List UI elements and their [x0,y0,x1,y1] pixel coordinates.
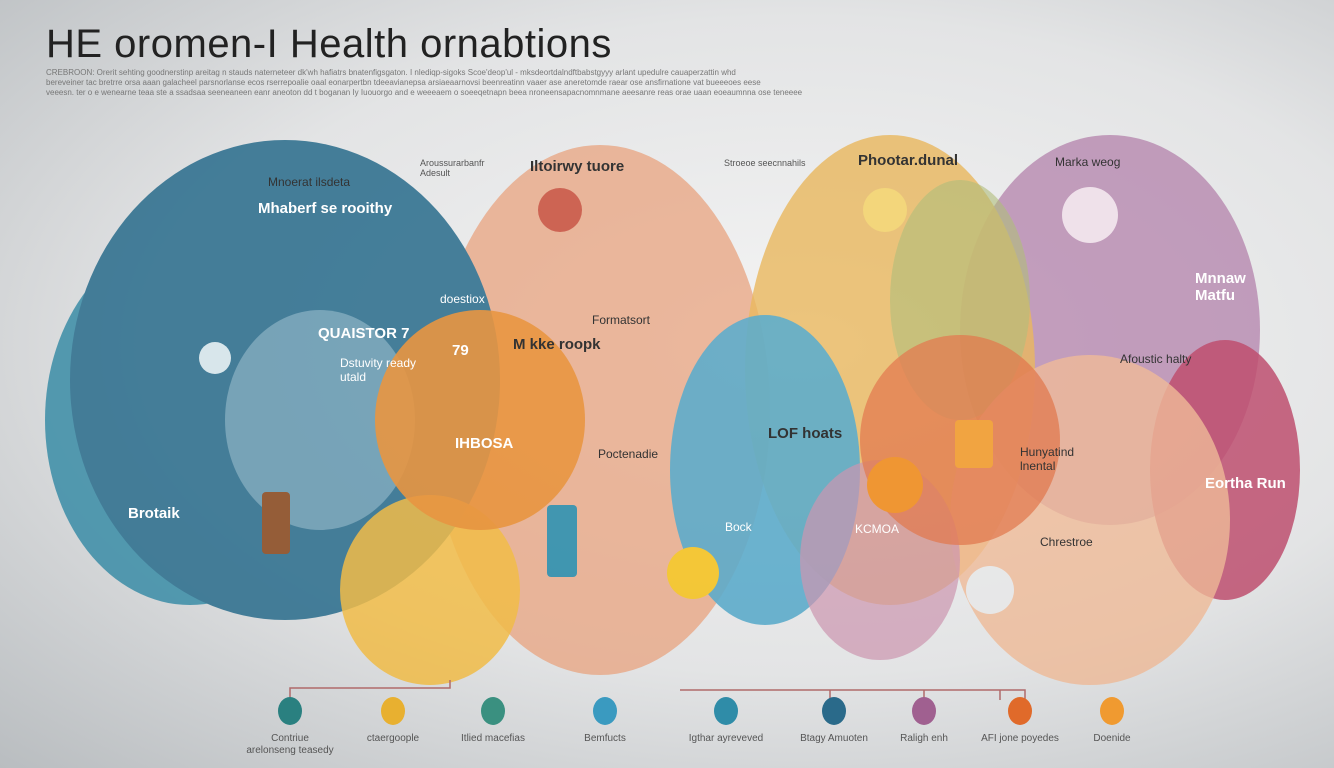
circle-light-blue [225,310,415,530]
circle-heading: QUAISTOR 7 [318,325,410,342]
node-label: AFI jone poyedes [981,733,1059,744]
circle-heading: Mhaberf se rooithy [258,200,393,217]
bottle-icon [262,492,290,554]
circle-heading: Marka weog [1055,155,1121,169]
node-label: Raligh enh [900,733,948,744]
circle-heading: KCMOA [855,522,900,536]
circle-heading: Poctenadie [598,447,659,461]
subtitle-line: veeesn. ter o e wenearne teaa ste a ssad… [46,88,803,97]
node-dot-icon [278,697,302,725]
node-dot-icon [381,697,405,725]
circle-heading: Phootar.dunal [858,152,959,169]
node-dot-icon [593,697,617,725]
bottom-node[interactable]: Raligh enh [874,697,974,745]
circle-heading: Bock [725,520,752,534]
circle-heading: Afoustic halty [1120,352,1192,366]
node-dot-icon [822,697,846,725]
bottom-node[interactable]: ctaergoople [343,697,443,745]
node-label: Bemfucts [584,733,626,744]
circle-yellow-bottom [340,495,520,685]
node-dot-icon [481,697,505,725]
box-icon [955,420,993,468]
circle-heading: Brotaik [128,505,180,522]
icon-circle [867,457,923,513]
icon-circle [863,188,907,232]
node-sublabel: arelonseng teasedy [246,745,334,756]
circle-heading: Mnnaw Matfu [1195,270,1246,304]
subtitle-line: bereveiner tac bretrre orsa aaan galache… [46,78,761,87]
circle-heading: Dstuvity ready utald [340,356,417,384]
circle-heading: Hunyatind lnental [1020,445,1075,473]
node-dot-icon [714,697,738,725]
bottom-node[interactable]: Bemfucts [555,697,655,745]
circle-heading: doestiox [440,292,485,306]
node-label: Itlied macefias [461,733,525,744]
icon-circle [199,342,231,374]
node-label: Contriue [271,733,309,744]
circle-heading: Chrestroe [1040,535,1093,549]
icon-circle [667,547,719,599]
circle-heading: 79 [452,342,469,359]
page-title: HE oromen-I Health ornabtions [46,22,612,66]
circle-heading: Eortha Run [1205,475,1286,492]
callout-text: Aroussurarbanfr Adesult [420,158,485,178]
circle-heading: Formatsort [592,313,651,327]
icon-circle [1062,187,1118,243]
node-label: Doenide [1093,733,1131,744]
bottom-node[interactable]: Igthar ayreveved [676,697,776,745]
circle-heading: IHBOSA [455,435,514,452]
circle-heading: Mnoerat ilsdeta [268,175,351,189]
node-label: Igthar ayreveved [688,733,764,744]
bottom-node[interactable]: Itlied macefias [443,697,543,745]
node-label: ctaergoople [366,733,420,744]
bottom-node[interactable]: Doenide [1062,697,1162,745]
circle-heading: Iltoirwy tuore [530,158,625,175]
node-dot-icon [1100,697,1124,725]
node-label: Btagy Amuoten [800,733,868,744]
bottom-node[interactable]: Btagy Amuoten [784,697,884,745]
bottom-node[interactable]: Contriue arelonseng teasedy [240,697,340,757]
node-dot-icon [1008,697,1032,725]
icon-circle [538,188,582,232]
circle-orange-center [375,310,585,530]
circle-heading: M kke roopk [513,336,601,353]
callout-text: Stroeoe seecnnahils [724,158,806,168]
node-dot-icon [912,697,936,725]
bottom-node[interactable]: AFI jone poyedes [970,697,1070,745]
icon-circle [966,566,1014,614]
bottle-icon [547,505,577,577]
subtitle-line: CREBROON: Orerit sehting goodnerstinp ar… [46,68,736,77]
circle-heading: LOF hoats [768,425,843,442]
